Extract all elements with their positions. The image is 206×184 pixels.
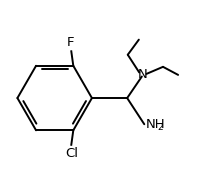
Text: 2: 2 bbox=[157, 123, 163, 132]
Text: NH: NH bbox=[145, 118, 165, 131]
Text: F: F bbox=[67, 36, 75, 49]
Text: N: N bbox=[138, 68, 148, 81]
Text: Cl: Cl bbox=[65, 147, 78, 160]
